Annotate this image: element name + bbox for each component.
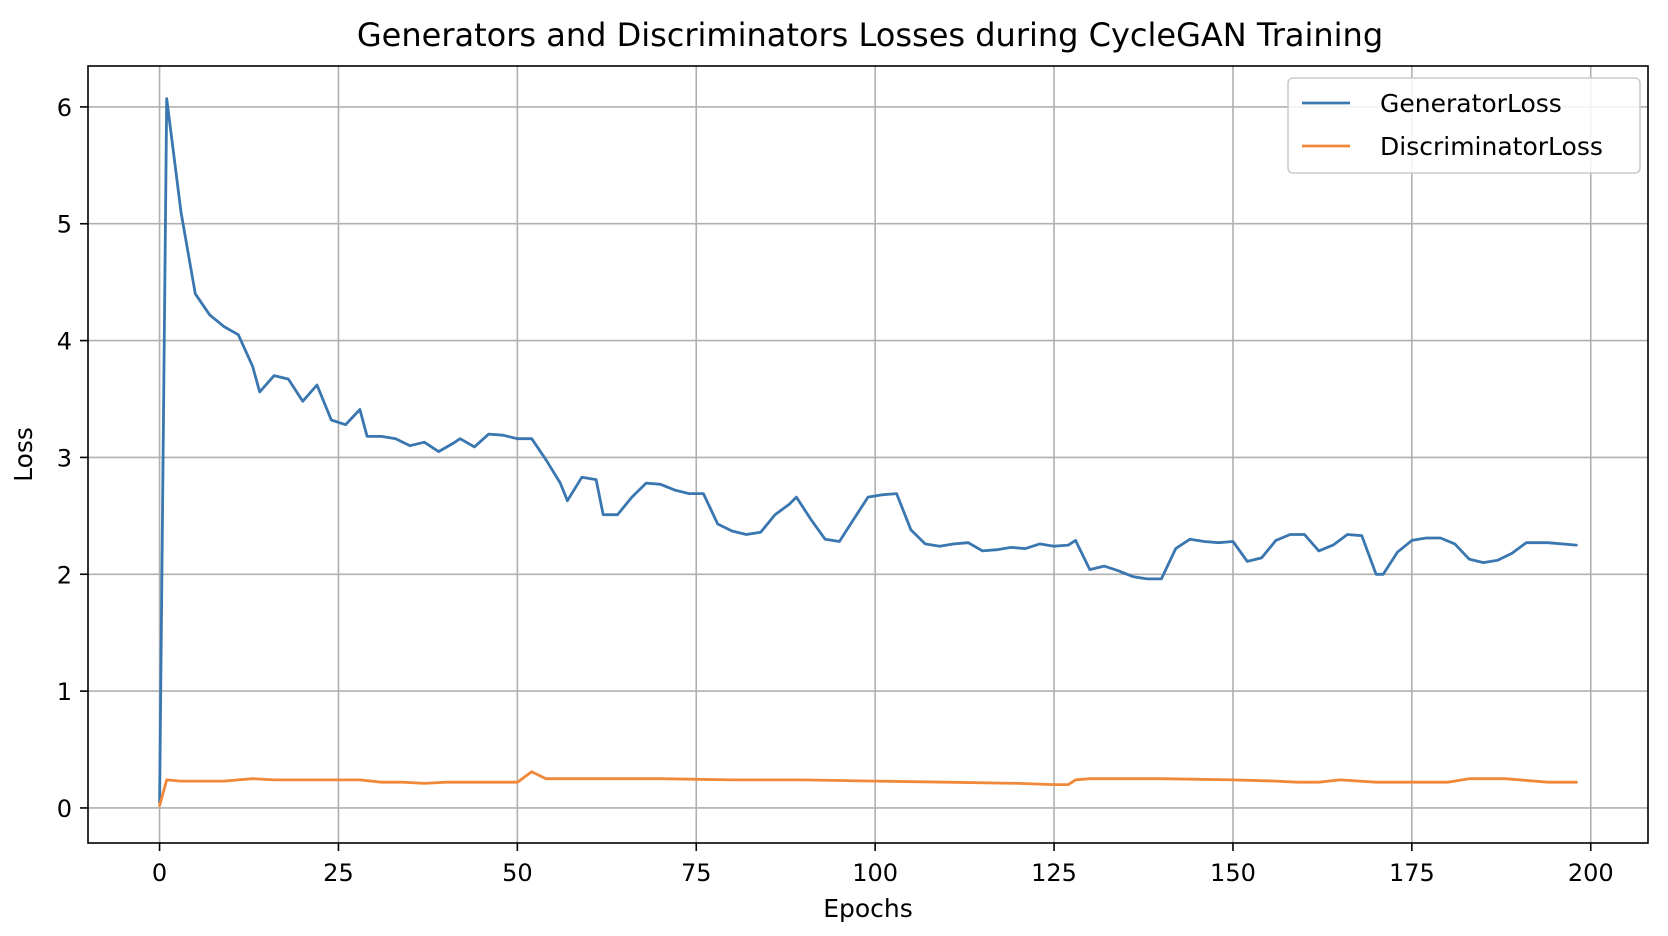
- y-tick-label: 0: [57, 795, 72, 823]
- grid: [88, 66, 1648, 843]
- x-tick-label: 50: [502, 859, 533, 887]
- plot-frame: [87, 65, 1649, 844]
- x-tick-label: 25: [323, 859, 354, 887]
- chart-title: Generators and Discriminators Losses dur…: [357, 16, 1383, 54]
- series-layer: [158, 97, 1578, 807]
- x-tick-label: 75: [681, 859, 712, 887]
- legend: GeneratorLoss DiscriminatorLoss: [1287, 77, 1641, 174]
- x-tick-label: 100: [852, 859, 898, 887]
- y-tick-label: 1: [57, 678, 72, 706]
- legend-label: DiscriminatorLoss: [1380, 132, 1603, 161]
- legend-box: [1287, 77, 1641, 174]
- y-axis: 0 1 2 3 4 5 6: [57, 94, 88, 823]
- legend-label: GeneratorLoss: [1380, 89, 1562, 118]
- x-tick-label: 125: [1031, 859, 1077, 887]
- y-tick-label: 5: [57, 211, 72, 239]
- y-tick-label: 6: [57, 94, 72, 122]
- y-tick-label: 2: [57, 561, 72, 589]
- x-tick-label: 175: [1389, 859, 1435, 887]
- series-line-DiscriminatorLoss: [158, 770, 1578, 807]
- x-axis-label: Epochs: [823, 894, 913, 923]
- y-tick-label: 4: [57, 328, 72, 356]
- x-tick-label: 0: [152, 859, 167, 887]
- y-tick-label: 3: [57, 444, 72, 472]
- x-tick-label: 200: [1568, 859, 1614, 887]
- series-line-GeneratorLoss: [158, 97, 1578, 804]
- x-axis: 0 25 50 75 100 125 150 175 200: [152, 843, 1614, 887]
- x-tick-label: 150: [1210, 859, 1256, 887]
- y-axis-label: Loss: [9, 427, 38, 482]
